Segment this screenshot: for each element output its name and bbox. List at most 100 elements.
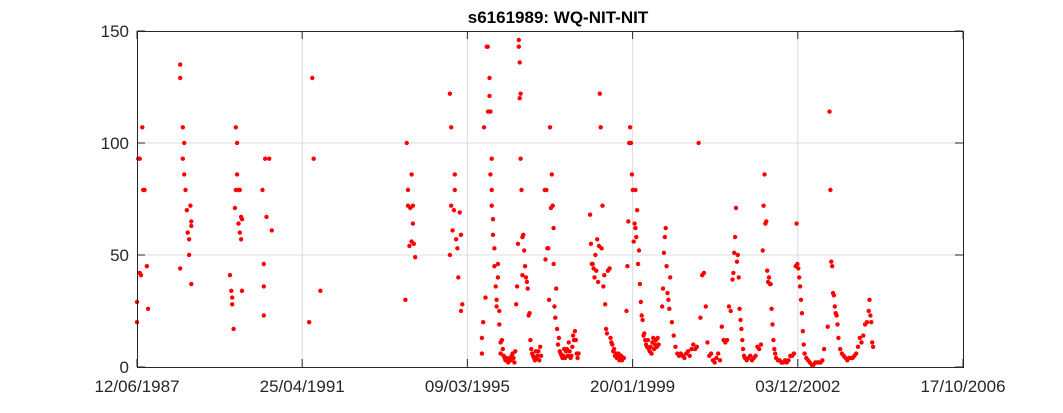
data-point	[642, 331, 646, 335]
grid-lines	[137, 31, 963, 367]
axis-ticks	[137, 31, 963, 367]
data-point	[757, 347, 761, 351]
data-point	[448, 253, 452, 257]
data-point	[761, 204, 765, 208]
data-point	[260, 188, 264, 192]
data-point	[500, 338, 504, 342]
data-point	[448, 92, 452, 96]
data-point	[526, 286, 530, 290]
data-point	[518, 92, 522, 96]
data-point	[640, 318, 644, 322]
data-point	[487, 94, 491, 98]
data-point	[486, 45, 490, 49]
data-point	[798, 284, 802, 288]
data-point	[236, 221, 240, 225]
data-point	[231, 327, 235, 331]
data-point	[761, 248, 765, 252]
data-point	[664, 264, 668, 268]
data-point	[762, 172, 766, 176]
data-point	[735, 260, 739, 264]
data-point	[741, 347, 745, 351]
data-point	[459, 233, 463, 237]
data-point	[801, 329, 805, 333]
data-point	[769, 307, 773, 311]
data-point	[483, 295, 487, 299]
data-point	[602, 273, 606, 277]
data-point	[187, 253, 191, 257]
data-point	[836, 336, 840, 340]
data-point	[521, 233, 525, 237]
data-point	[632, 221, 636, 225]
data-point	[407, 244, 411, 248]
data-point	[146, 307, 150, 311]
data-point	[538, 345, 542, 349]
data-point	[591, 262, 595, 266]
x-tick-label: 20/01/1999	[590, 377, 675, 396]
data-point	[567, 340, 571, 344]
data-point	[312, 157, 316, 161]
data-point	[737, 307, 741, 311]
plot-frame	[138, 32, 964, 368]
data-point	[666, 298, 670, 302]
data-point	[640, 313, 644, 317]
data-point	[727, 304, 731, 308]
data-point	[186, 230, 190, 234]
data-point	[553, 316, 557, 320]
data-point	[838, 347, 842, 351]
data-point	[576, 351, 580, 355]
data-point	[688, 354, 692, 358]
data-point	[518, 96, 522, 100]
data-point	[517, 38, 521, 42]
data-point	[318, 289, 322, 293]
data-point	[230, 302, 234, 306]
data-point	[734, 206, 738, 210]
data-point	[867, 309, 871, 313]
data-point	[673, 345, 677, 349]
data-point	[830, 264, 834, 268]
x-tick-label: 03/12/2002	[755, 377, 840, 396]
data-point	[633, 188, 637, 192]
data-point	[511, 356, 515, 360]
data-point	[865, 320, 869, 324]
data-point	[453, 172, 457, 176]
data-point	[575, 356, 579, 360]
data-point	[497, 322, 501, 326]
data-point	[459, 309, 463, 313]
data-point	[861, 333, 865, 337]
data-point	[267, 157, 271, 161]
data-point	[263, 157, 267, 161]
data-point	[518, 60, 522, 64]
data-point	[411, 204, 415, 208]
data-point	[518, 157, 522, 161]
data-point	[731, 271, 735, 275]
data-point	[628, 125, 632, 129]
data-point	[705, 340, 709, 344]
data-point	[487, 76, 491, 80]
data-point	[547, 298, 551, 302]
data-point	[233, 206, 237, 210]
data-point	[626, 219, 630, 223]
data-point	[482, 125, 486, 129]
data-point	[528, 338, 532, 342]
data-point	[142, 188, 146, 192]
data-point	[702, 271, 706, 275]
data-point	[634, 235, 638, 239]
data-point	[501, 347, 505, 351]
data-point	[716, 351, 720, 355]
data-point	[517, 45, 521, 49]
data-point	[638, 282, 642, 286]
data-point	[802, 351, 806, 355]
data-point	[310, 76, 314, 80]
data-point	[488, 172, 492, 176]
data-point	[556, 342, 560, 346]
data-point	[854, 351, 858, 355]
data-point	[494, 304, 498, 308]
y-tick-label: 100	[101, 134, 129, 153]
data-point	[636, 262, 640, 266]
data-point	[649, 351, 653, 355]
data-point	[738, 318, 742, 322]
data-point	[406, 188, 410, 192]
data-point	[555, 327, 559, 331]
data-point	[625, 264, 629, 268]
